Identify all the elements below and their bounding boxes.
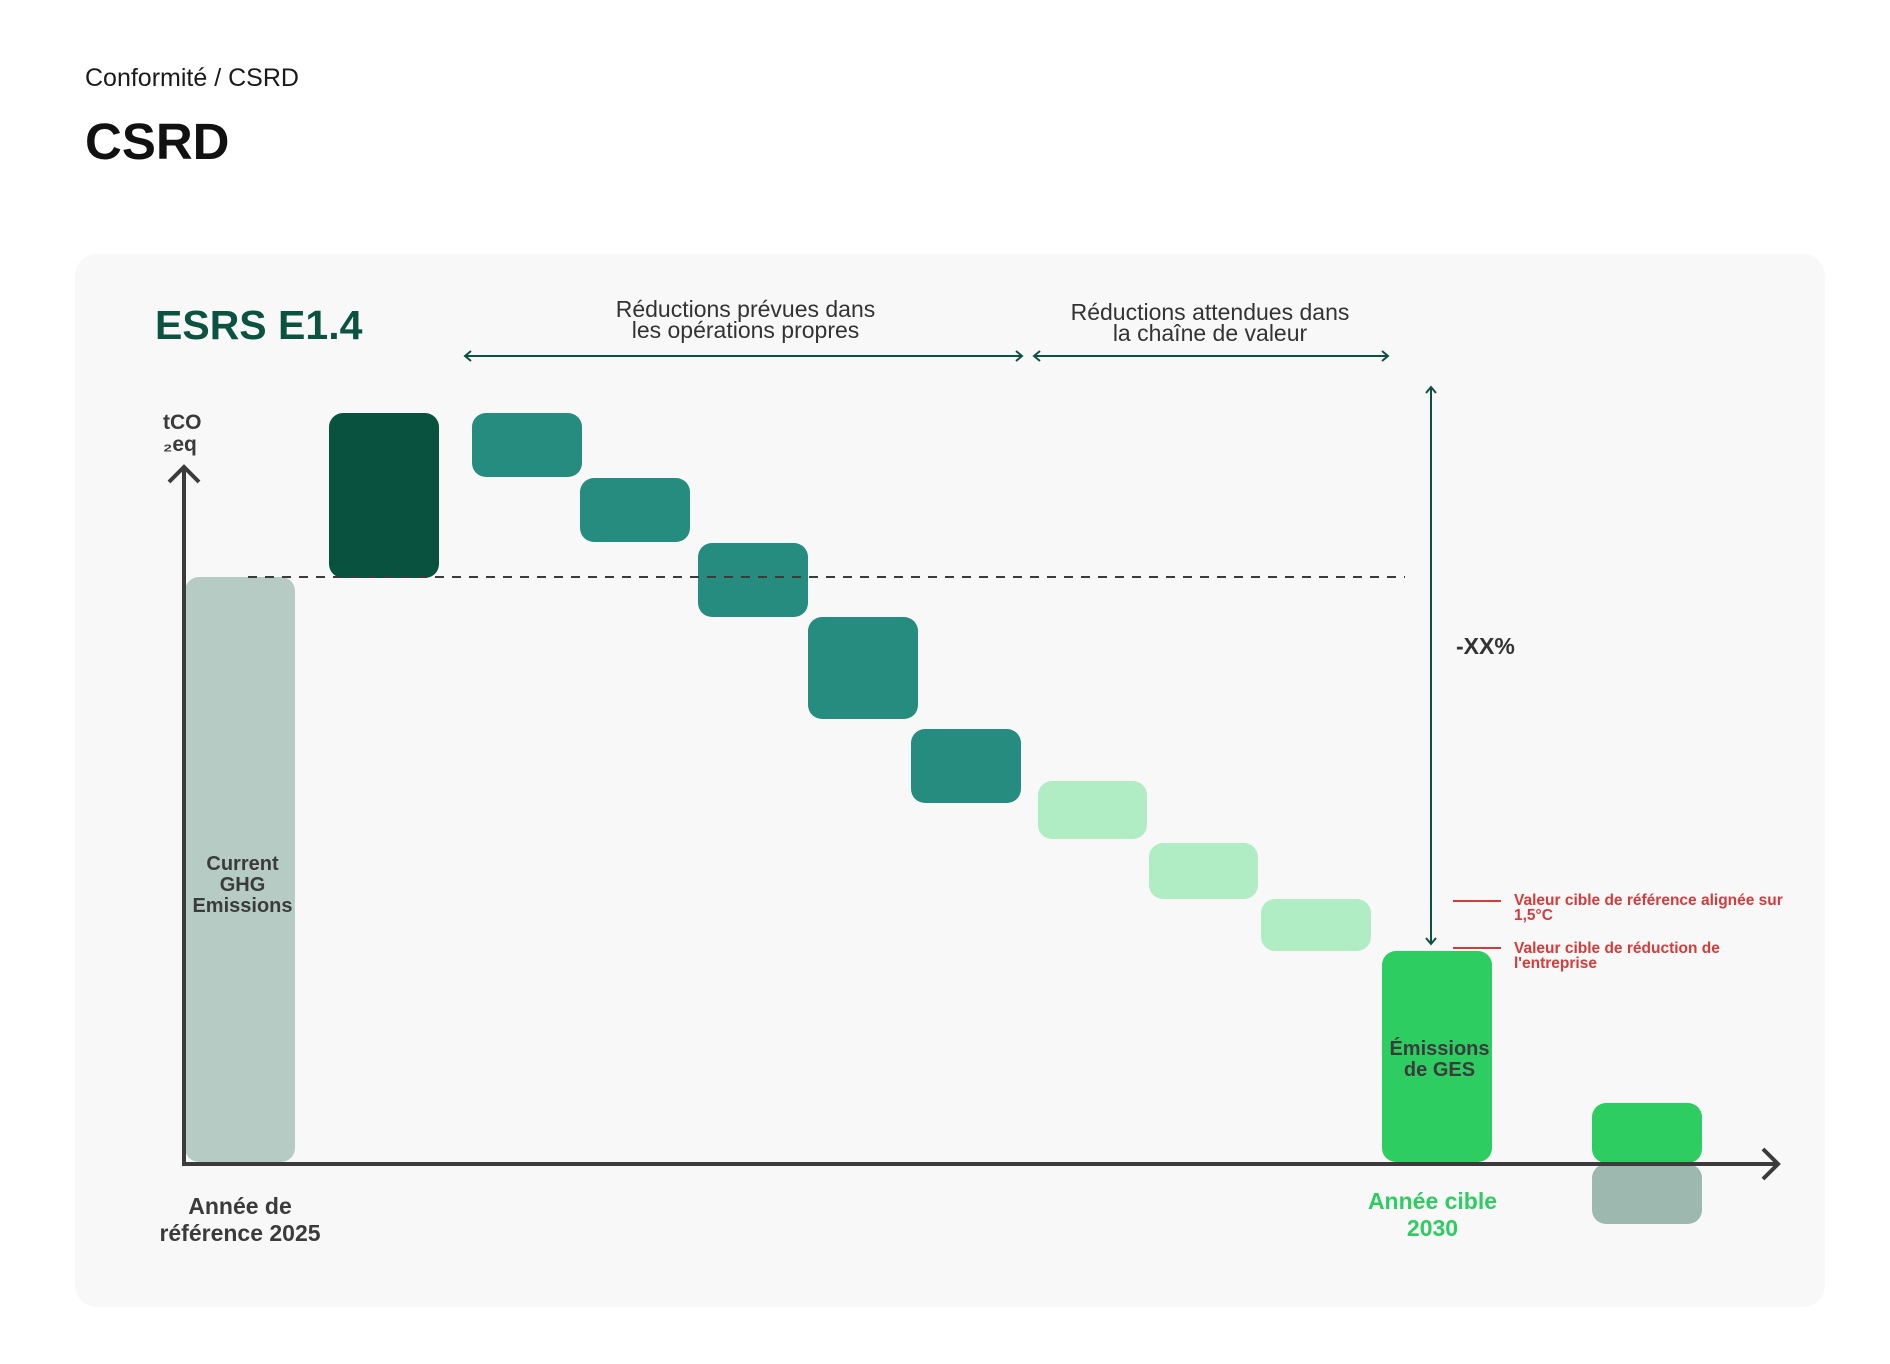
baseline-bar — [185, 577, 295, 1162]
y-axis-label-line2: ₂eq — [163, 433, 197, 456]
value-chain-reduction-bar — [1038, 781, 1147, 839]
x-label-target: Année cible 2030 — [1367, 1188, 1498, 1241]
y-axis-arrow — [167, 464, 201, 484]
x-axis-arrow — [1761, 1147, 1781, 1181]
chart-title: ESRS E1.4 — [155, 302, 363, 348]
legend-text-company: Valeur cible de réduction de l'entrepris… — [1514, 940, 1720, 972]
target-bar-label: Émissions de GES — [1389, 1038, 1490, 1081]
operations-reduction-bar — [808, 617, 918, 719]
legend-text-aligned: Valeur cible de référence alignée sur 1,… — [1514, 892, 1783, 924]
y-axis-label: tCO ₂eq — [163, 411, 202, 457]
x-label-baseline: Année de référence 2025 — [159, 1193, 321, 1246]
operations-reduction-bar — [911, 729, 1021, 803]
breadcrumb[interactable]: Conformité / CSRD — [85, 64, 299, 92]
baseline-bar-label: Current GHG Emissions — [192, 853, 293, 917]
operations-range-label: Réductions prévues dans les opérations p… — [615, 296, 876, 343]
value-chain-reduction-bar — [1261, 899, 1371, 951]
value-chain-reduction-bar — [1149, 843, 1258, 899]
extra-green-block — [1592, 1103, 1702, 1163]
value-chain-range-label: Réductions attendues dans la chaîne de v… — [1070, 299, 1350, 346]
operations-reduction-bar — [698, 543, 808, 617]
target-bar — [1382, 951, 1492, 1162]
reduction-percentage: -XX% — [1456, 633, 1515, 659]
page-title: CSRD — [85, 113, 230, 170]
operations-reduction-bar — [580, 478, 690, 542]
operations-reduction-bar — [472, 413, 582, 477]
y-axis-label-line1: tCO — [163, 411, 202, 434]
legend-line-company — [1453, 947, 1501, 949]
extra-grey-block — [1592, 1164, 1702, 1224]
increase-bar — [329, 413, 439, 578]
legend-line-aligned — [1453, 900, 1501, 902]
